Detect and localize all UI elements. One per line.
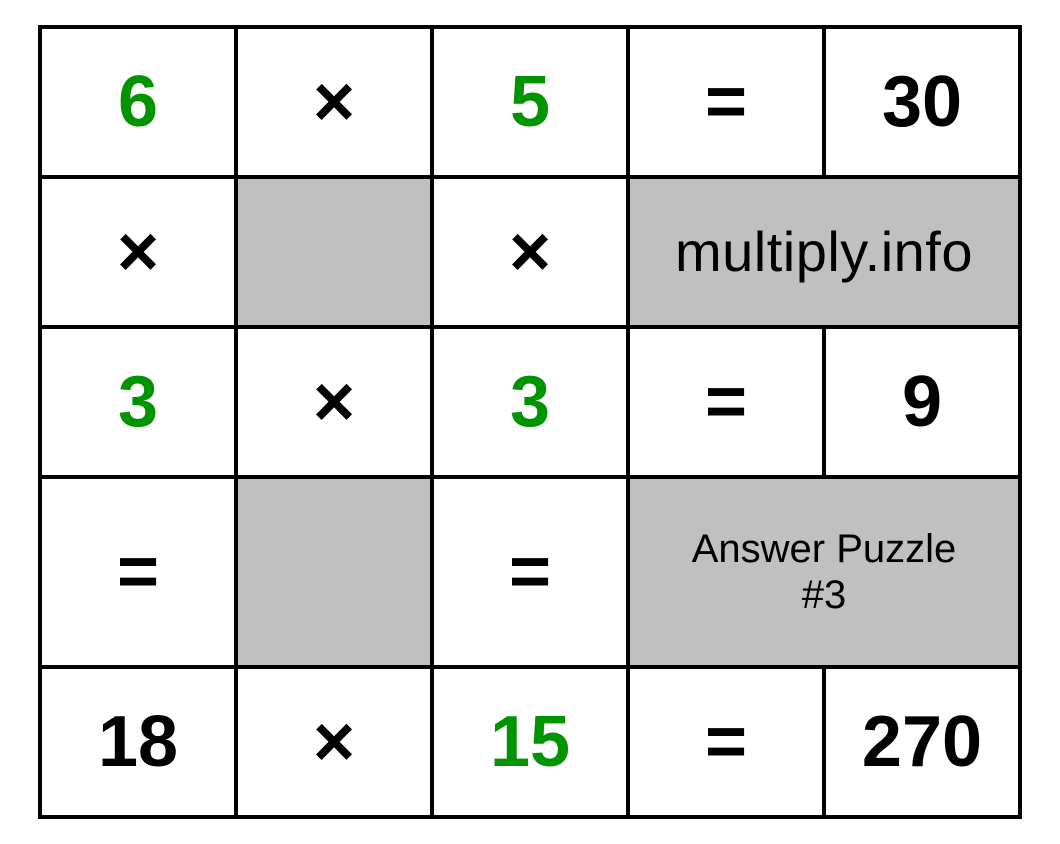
cell-result: 18 [40,667,236,817]
cell-operator-equals: = [628,667,824,817]
answer-label-line1: Answer Puzzle [692,527,957,571]
cell-operator-times: × [236,27,432,177]
answer-label-line2: #3 [802,573,847,617]
multiplication-puzzle-grid: 6 × 5 = 30 × × multiply.info 3 × 3 = 9 =… [38,25,1022,819]
table-row: × × multiply.info [40,177,1020,327]
cell-operator-times: × [40,177,236,327]
table-row: = = Answer Puzzle #3 [40,477,1020,667]
cell-operator-equals: = [628,27,824,177]
table-row: 18 × 15 = 270 [40,667,1020,817]
cell-site-label: multiply.info [628,177,1020,327]
table-row: 3 × 3 = 9 [40,327,1020,477]
cell-result: 30 [824,27,1020,177]
table-row: 6 × 5 = 30 [40,27,1020,177]
cell-operator-equals: = [432,477,628,667]
cell-operator-equals: = [40,477,236,667]
cell-result: 9 [824,327,1020,477]
cell-operator-equals: = [628,327,824,477]
cell-empty-shaded [236,177,432,327]
cell-operand: 15 [432,667,628,817]
cell-result: 270 [824,667,1020,817]
puzzle-container: 6 × 5 = 30 × × multiply.info 3 × 3 = 9 =… [0,0,1060,844]
cell-operand: 6 [40,27,236,177]
cell-operand: 3 [432,327,628,477]
cell-operator-times: × [432,177,628,327]
cell-operand: 3 [40,327,236,477]
cell-answer-label: Answer Puzzle #3 [628,477,1020,667]
cell-operand: 5 [432,27,628,177]
cell-operator-times: × [236,667,432,817]
cell-empty-shaded [236,477,432,667]
cell-operator-times: × [236,327,432,477]
